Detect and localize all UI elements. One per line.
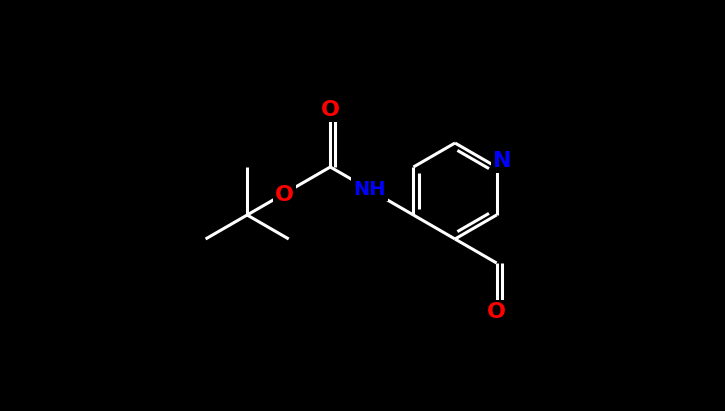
- Text: O: O: [487, 302, 506, 322]
- Text: O: O: [320, 100, 340, 120]
- Text: NH: NH: [354, 180, 386, 199]
- Text: O: O: [276, 185, 294, 205]
- Text: N: N: [493, 151, 512, 171]
